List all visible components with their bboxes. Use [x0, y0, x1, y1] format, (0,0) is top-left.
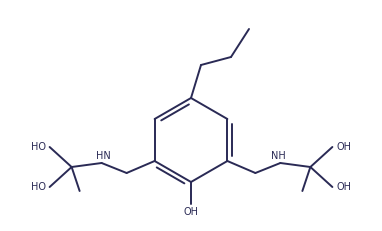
Text: OH: OH [337, 182, 351, 192]
Text: OH: OH [183, 207, 199, 217]
Text: HN: HN [96, 151, 111, 161]
Text: HO: HO [31, 142, 45, 152]
Text: HO: HO [31, 182, 45, 192]
Text: OH: OH [337, 142, 351, 152]
Text: NH: NH [271, 151, 286, 161]
